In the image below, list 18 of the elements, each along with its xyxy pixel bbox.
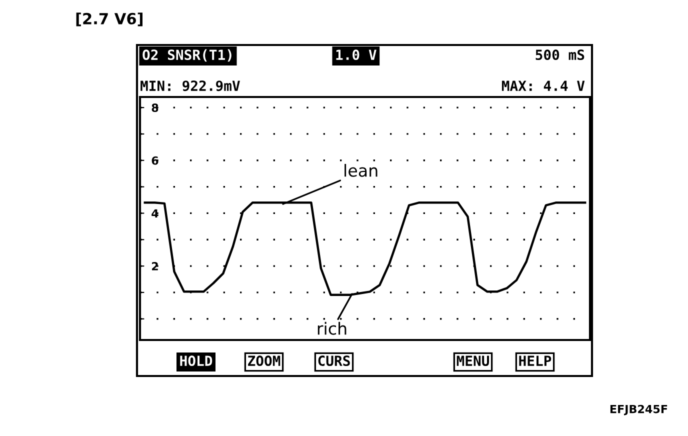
chart-title: [2.7 V6] <box>76 12 142 26</box>
y-tick-label: 8 <box>152 104 158 112</box>
text: 500 mS <box>536 50 584 60</box>
text: EFJB245F <box>610 404 668 416</box>
y-tick-label: 2 <box>152 262 158 270</box>
y-tick-label: 4 <box>152 209 158 218</box>
text: CURS <box>318 356 350 366</box>
annotation: lean <box>344 164 378 177</box>
annotation: rich <box>318 322 346 335</box>
text: HOLD <box>180 356 212 366</box>
text: MAX: 4.4 V <box>502 80 585 91</box>
text: O2 SNSR(T1) <box>142 49 232 62</box>
text: 1.0 V <box>336 50 376 60</box>
text: MENU <box>456 356 489 366</box>
text: HELP <box>519 356 552 366</box>
y-tick-label: 6 <box>152 156 158 165</box>
text: ZOOM <box>248 356 280 366</box>
text: MIN: 922.9mV <box>140 80 240 92</box>
